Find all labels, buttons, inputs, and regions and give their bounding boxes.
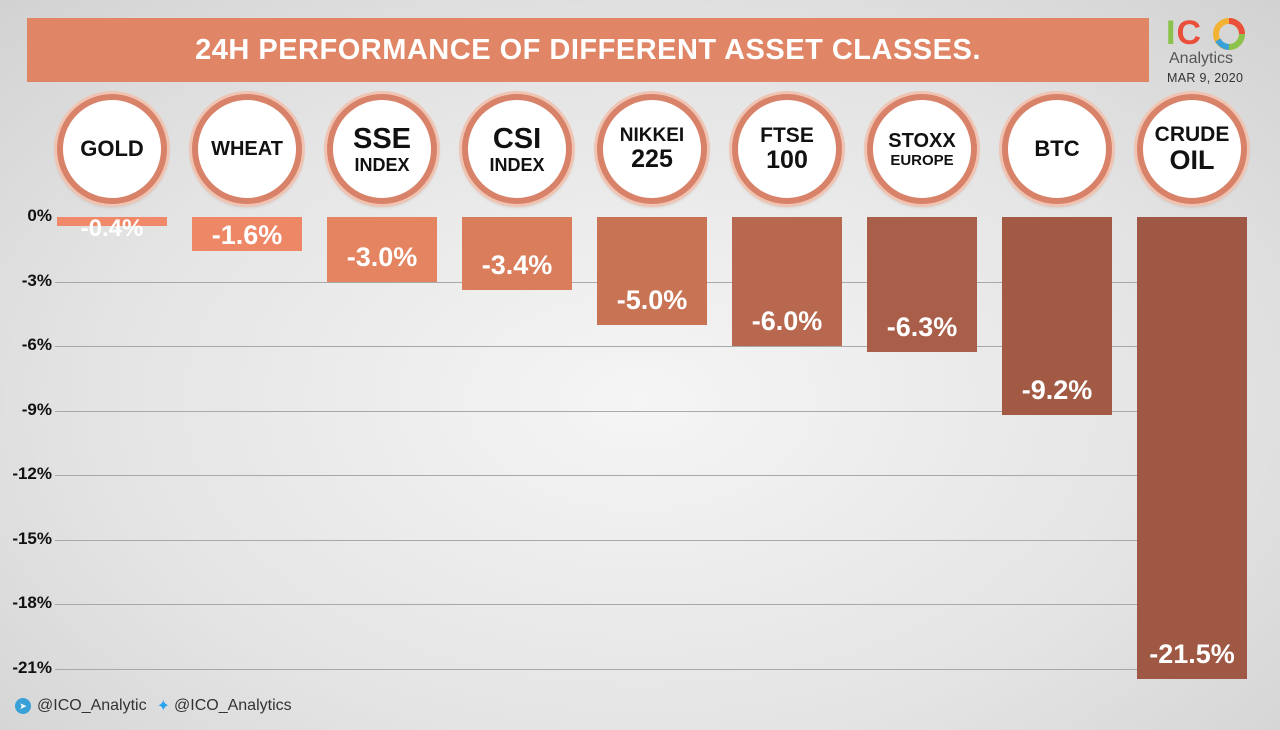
bar-data-label: -6.0% [751,306,823,336]
bar-ftse-100 [732,217,842,346]
logo-wordmark: ICO [1166,14,1203,52]
report-date: MAR 9, 2020 [1167,71,1244,85]
y-tick-label: -9% [21,399,52,419]
bar-data-label: -5.0% [616,284,688,315]
title-banner: 24H PERFORMANCE OF DIFFERENT ASSET CLASS… [27,18,1149,82]
asset-circle-sse: SSE INDEX [327,94,437,204]
bar-data-label: -1.6% [211,220,283,251]
bar-data-label: -3.0% [346,241,418,272]
asset-name: FTSE [760,124,814,147]
y-tick-label: -15% [12,528,52,548]
telegram-icon: ➤ [15,698,31,714]
asset-circle-stoxx: STOXX EUROPE [867,94,977,204]
asset-name-line2: INDEX [354,154,410,175]
gridline [55,668,1165,670]
asset-name: NIKKEI [619,125,685,146]
bar-gold [57,217,167,226]
footer: ➤ @ICO_Analytic ✦ @ICO_Analytics [15,696,292,716]
y-tick-label: -21% [12,657,52,677]
brand-logo: ICO Analytics MAR 9, 2020 [1160,14,1260,89]
gridline [55,604,1165,605]
bar-nikkei-225 [597,217,707,325]
twitter-icon: ✦ [156,698,171,715]
gridline [55,410,1165,412]
y-tick-label: -3% [21,270,52,290]
asset-name: SSE [352,122,412,155]
asset-name: STOXX [888,129,956,152]
twitter-handle[interactable]: @ICO_Analytics [174,697,292,714]
asset-circle-nikkei: NIKKEI 225 [597,94,707,204]
gridline [55,346,1165,347]
pie-logo-icon [1213,18,1245,50]
bar-btc [1002,217,1112,415]
bar-csi-index [462,217,572,291]
asset-name-line2: EUROPE [890,151,954,169]
asset-name: CRUDE [1154,123,1230,146]
bar-data-label: -0.4% [80,215,144,242]
logo-subtitle: Analytics [1169,50,1234,67]
asset-name-line2: 225 [631,145,673,173]
asset-circle-csi: CSI INDEX [462,94,572,204]
chart-title: 24H PERFORMANCE OF DIFFERENT ASSET CLASS… [195,33,981,66]
asset-name: GOLD [80,136,144,161]
asset-name-line2: INDEX [489,154,545,175]
bar-data-label: -3.4% [481,250,553,281]
y-tick-label: -12% [12,464,52,483]
asset-circle-wheat: WHEAT [192,94,302,204]
y-tick-label: -18% [12,593,52,612]
asset-circle-crude: CRUDE OIL [1137,94,1247,204]
bar-data-label: -6.3% [886,312,958,343]
bar-sse-index [327,217,437,282]
asset-name: WHEAT [211,138,283,160]
asset-name: CSI [492,122,542,155]
asset-name-line2: 100 [766,146,808,174]
bar-data-label: -9.2% [1021,374,1093,405]
asset-circle-gold: GOLD [57,94,167,204]
telegram-handle[interactable]: @ICO_Analytic [37,697,147,714]
bar-crude-oil [1137,217,1247,680]
asset-circle-ftse: FTSE 100 [732,94,842,204]
y-tick-label: 0% [27,206,52,225]
asset-circle-btc: BTC [1002,94,1112,204]
gridline [55,475,1165,476]
bar-stoxx-europe [867,217,977,353]
gridline [55,539,1165,541]
y-tick-label: -6% [21,335,52,354]
asset-name: BTC [1034,136,1080,161]
bar-data-label: -21.5% [1149,639,1235,670]
asset-name-line2: OIL [1169,145,1215,175]
bar-wheat [192,217,302,252]
